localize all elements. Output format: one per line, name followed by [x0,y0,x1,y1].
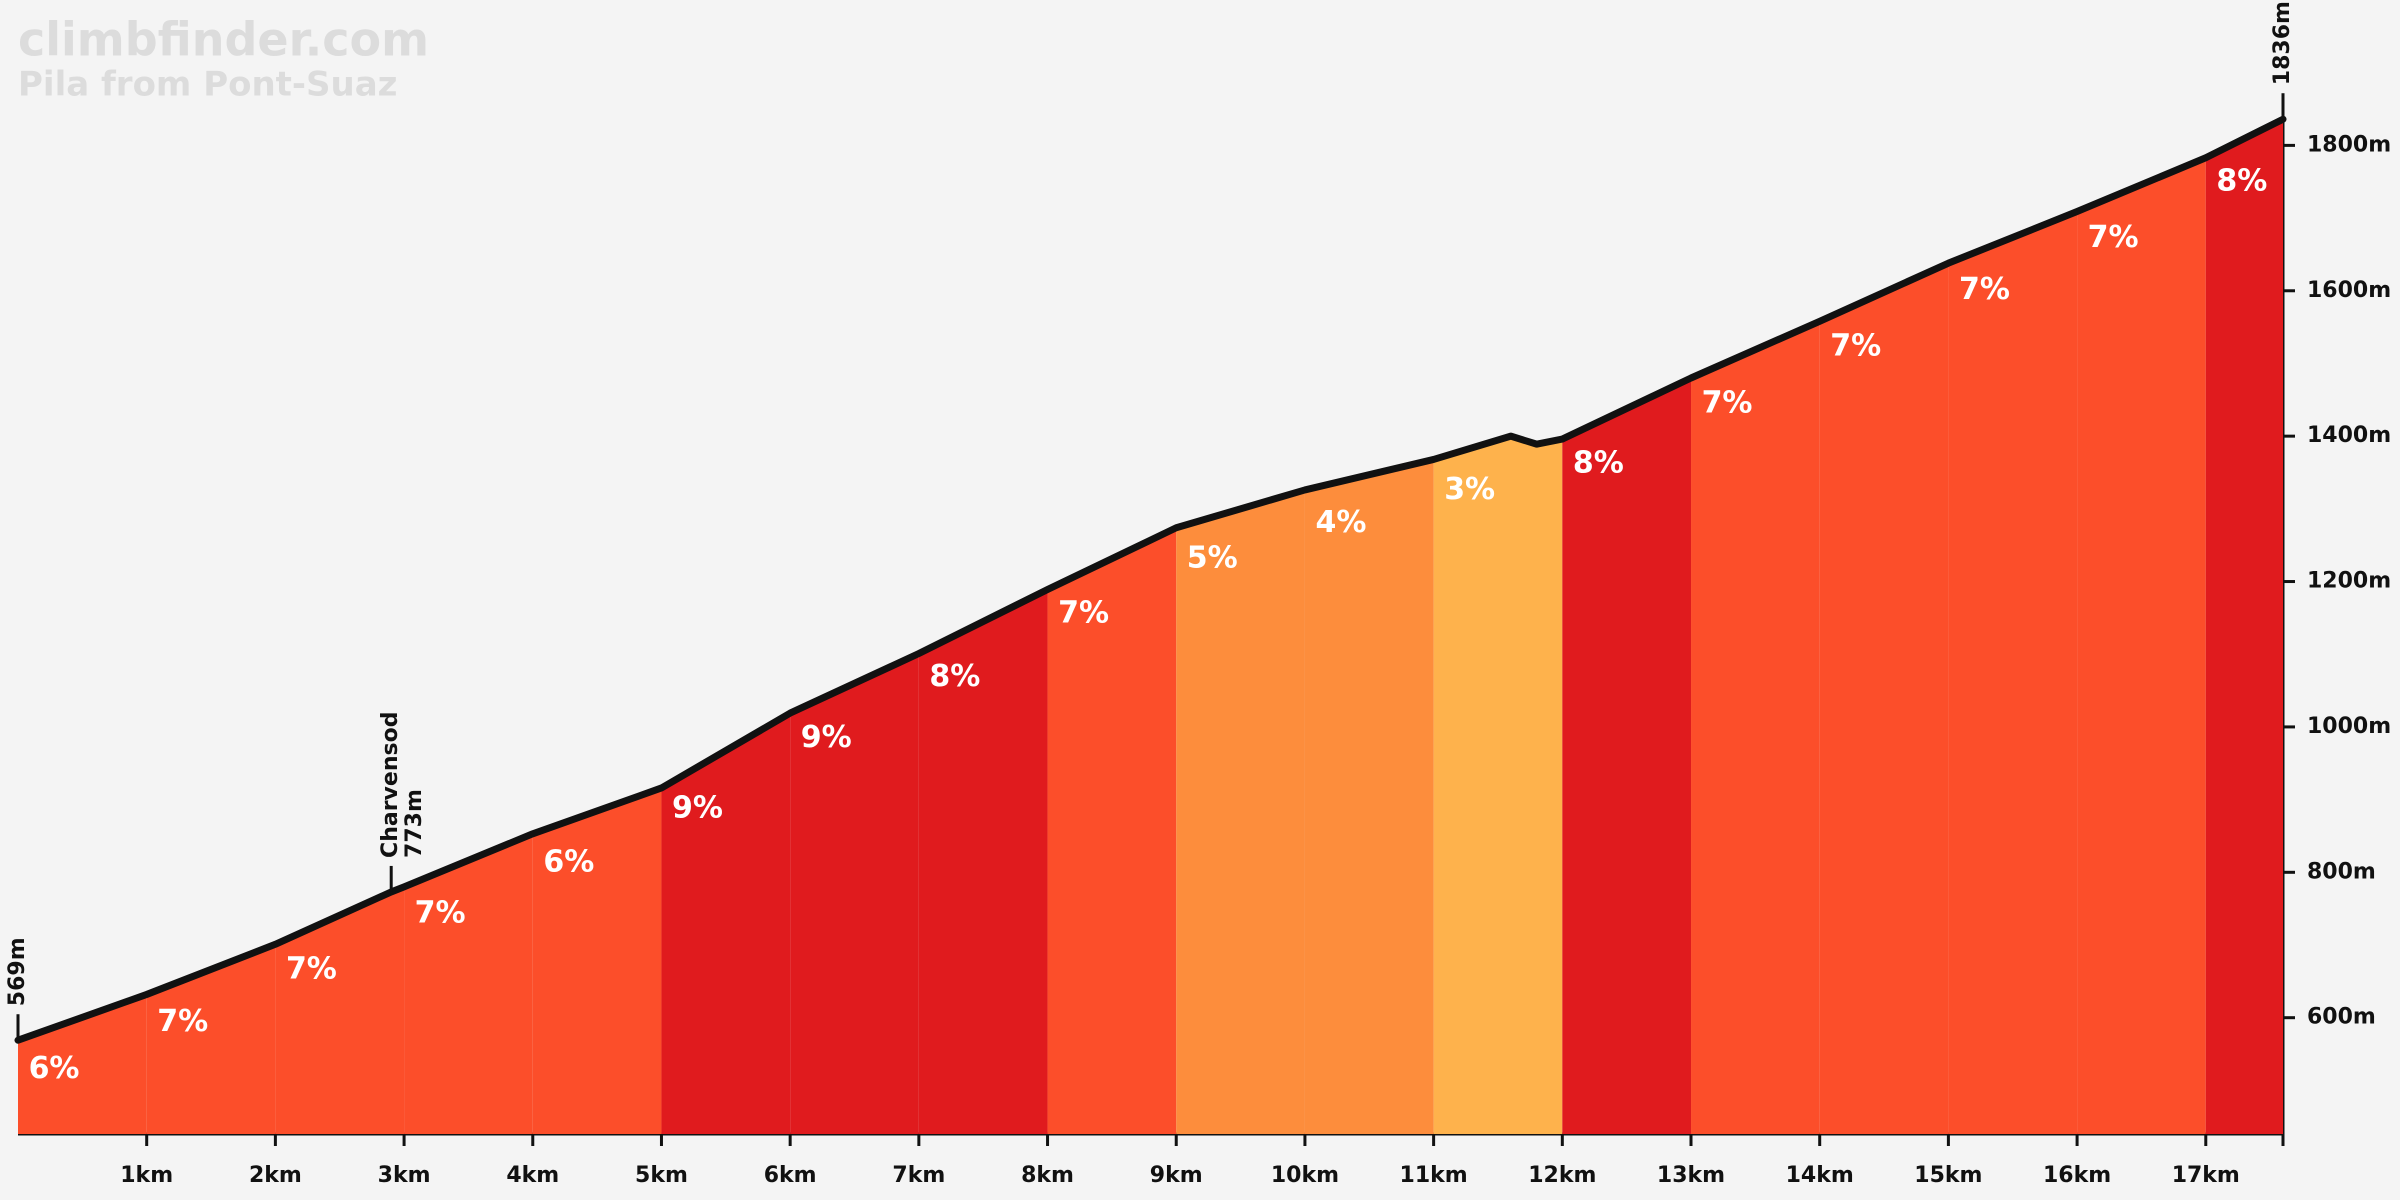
grade-label: 7% [1702,386,1753,421]
grade-label: 7% [1830,329,1881,364]
grade-label: 8% [929,659,980,694]
gradient-segment [918,589,1048,1134]
gradient-segment [1047,527,1177,1134]
annotation-name: Charvensod [378,712,403,858]
grade-label: 6% [29,1051,80,1086]
y-tick-label: 1600m [2307,278,2391,303]
grade-label: 7% [1959,272,2010,307]
profile-line [14,115,2287,1044]
x-tick-label: 3km [378,1163,431,1188]
y-tick-label: 800m [2307,859,2376,884]
gradient-segment [1691,321,1820,1134]
gradient-segment [1819,263,1949,1135]
gradient-segment [2205,119,2283,1134]
y-tick-label: 1400m [2307,423,2391,448]
y-tick-label: 1800m [2307,132,2391,157]
grade-label: 3% [1444,472,1495,507]
x-tick-label: 5km [635,1163,688,1188]
x-tick-label: 9km [1150,1163,1203,1188]
grade-label: 6% [543,844,594,879]
gradient-segment [1948,211,2078,1135]
gradient-segment [1562,378,1692,1134]
y-tick-label: 1200m [2307,569,2391,594]
grade-label: 7% [1058,596,1109,631]
x-tick-label: 10km [1271,1163,1339,1188]
annotation-label: 773m [402,789,427,858]
grade-label: 5% [1187,541,1238,576]
chart-title: Pila from Pont-Suaz [18,65,397,105]
x-tick-label: 12km [1528,1163,1596,1188]
gradient-segment [275,886,405,1134]
x-tick-label: 13km [1657,1163,1725,1188]
grade-label: 8% [1573,445,1624,480]
gradient-segment [1304,459,1434,1134]
grade-label: 9% [801,720,852,755]
gradient-segment [661,713,791,1134]
grade-label: 7% [157,1004,208,1039]
x-tick-label: 14km [1786,1163,1854,1188]
grade-label: 8% [2216,163,2267,198]
x-tick-label: 2km [249,1163,302,1188]
grade-label: 4% [1315,505,1366,540]
x-tick-label: 4km [506,1163,559,1188]
gradient-segment [1433,436,1563,1135]
x-tick-label: 16km [2043,1163,2111,1188]
grade-label: 7% [2088,220,2139,255]
gradient-segment [146,944,276,1134]
x-tick-label: 8km [1021,1163,1074,1188]
y-tick-label: 1000m [2307,714,2391,739]
grade-label: 9% [672,791,723,826]
x-tick-label: 15km [1914,1163,1982,1188]
x-tick-label: 11km [1400,1163,1468,1188]
x-tick-label: 6km [764,1163,817,1188]
site-name: climbfinder.com [18,13,429,67]
x-tick-label: 1km [120,1163,173,1188]
gradient-segment [404,833,533,1134]
gradient-segment [2077,157,2206,1134]
x-tick-label: 17km [2172,1163,2240,1188]
x-tick-label: 7km [892,1163,945,1188]
grade-label: 7% [286,951,337,986]
grade-label: 7% [415,895,466,930]
gradient-segment [1176,489,1305,1134]
gradient-segment [790,653,919,1134]
annotation-label: 569m [5,937,30,1006]
y-tick-label: 600m [2307,1005,2376,1030]
annotation-label: 1836m [2270,1,2295,85]
gradient-segment [532,787,662,1134]
